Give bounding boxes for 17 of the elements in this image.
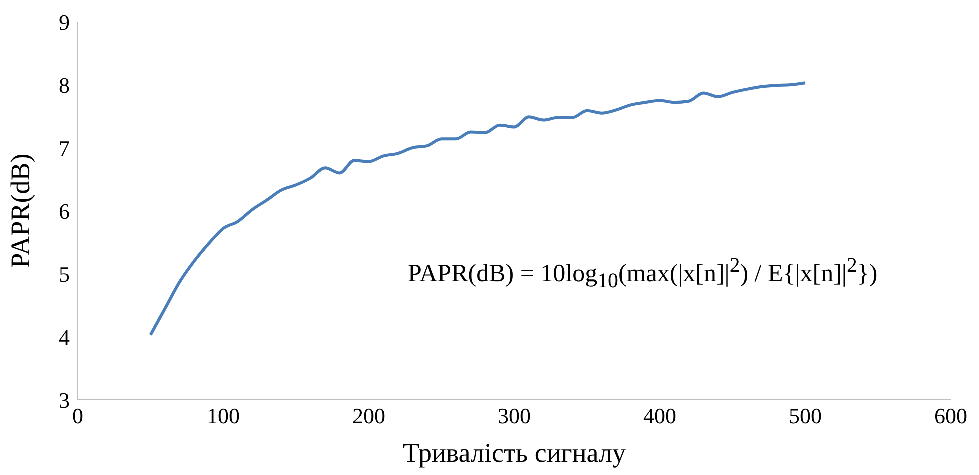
y-tick-label: 3 [59, 388, 70, 413]
y-tick-label: 8 [59, 72, 70, 98]
y-tick-label: 7 [59, 136, 70, 161]
x-tick-label: 200 [352, 404, 386, 429]
annotation: PAPR(dB) = 10log$_{10}$(max(|x[n]|$^{2}$) / E{|x[n]|$^{2}$}) [408, 253, 878, 294]
x-tick-label: 300 [498, 404, 531, 429]
y-tick-label: 5 [59, 262, 70, 287]
y-axis-title: PAPR(dB) [6, 154, 36, 268]
x-tick-label: 500 [789, 404, 822, 429]
x-tick-label: 600 [934, 404, 968, 429]
x-tick-label: 400 [644, 404, 676, 429]
y-tick-label: 9 [59, 10, 70, 35]
x-tick-label: 100 [207, 404, 240, 429]
y-tick-label: 4 [59, 324, 70, 350]
y-tick-label: 6 [59, 198, 70, 224]
x-axis-title: Тривалість сигналу [402, 438, 626, 468]
x-tick-label: 0 [72, 404, 84, 429]
